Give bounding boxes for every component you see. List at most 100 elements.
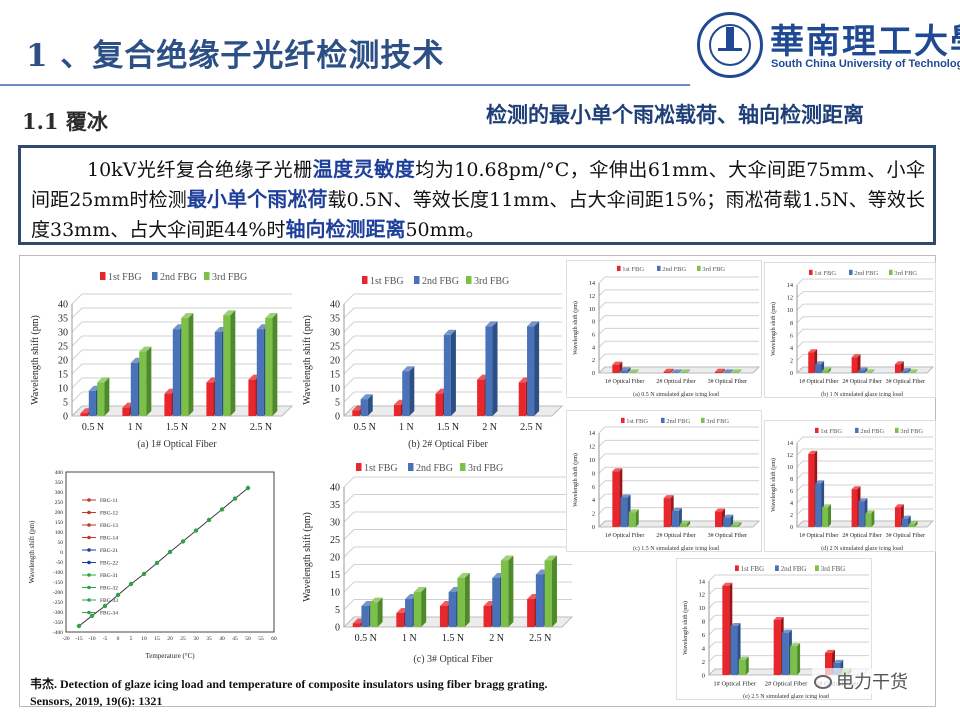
- gridline-side: [598, 440, 606, 447]
- chart-caption: (a) 1# Optical Fiber: [137, 439, 217, 450]
- bar-2nd-fbg: [620, 497, 628, 527]
- bar-top: [901, 515, 911, 519]
- bar-1st-fbg: [612, 364, 620, 373]
- y-tick-label: 5: [335, 398, 340, 409]
- legend-swatch: [895, 427, 899, 433]
- x-tick-label: 2# Optical Fiber: [842, 379, 881, 385]
- x-tick-label: 2.5 N: [529, 633, 551, 644]
- bar-3rd-fbg: [370, 602, 378, 627]
- x-tick-label: 3# Optical Fiber: [708, 379, 747, 385]
- gridline-side: [598, 289, 606, 297]
- legend-label: 3rd FBG: [468, 463, 503, 474]
- bar-top: [808, 349, 818, 353]
- y-tick-label: 10: [699, 605, 706, 612]
- bar-side: [627, 367, 631, 373]
- bar-2nd-fbg: [901, 371, 908, 373]
- gridline-side: [796, 328, 804, 336]
- gridline-side: [796, 436, 804, 444]
- scatter-point: [141, 571, 147, 577]
- temperature-chart: -400-350-300-250-200-150-100-50050100150…: [28, 470, 277, 660]
- y-tick-label: 0: [702, 672, 705, 679]
- bar-2nd-fbg: [671, 510, 679, 527]
- x-tick-label: -5: [103, 636, 108, 642]
- y-tick-label: 12: [787, 296, 793, 302]
- legend-swatch: [100, 272, 106, 280]
- bar-top: [908, 521, 918, 524]
- bar-1st-fbg: [477, 379, 485, 416]
- bar-top: [500, 555, 514, 561]
- legend-label: FBG-34: [100, 611, 118, 617]
- legend-swatch: [697, 265, 701, 271]
- gridline-side: [796, 341, 804, 349]
- scatter-point: [219, 507, 225, 512]
- summary-highlight-1: 温度灵敏度: [312, 157, 416, 181]
- x-tick-label: 1# Optical Fiber: [799, 379, 838, 385]
- gridline-side: [598, 493, 606, 501]
- y-axis-label: Wavelength shift (pm): [302, 315, 313, 405]
- x-tick-label: 0: [117, 636, 120, 642]
- chart-1n-load: 0 2 4 6 8 10 12 14 1# Optical Fiber 2# Optical Fi…: [764, 262, 936, 398]
- y-tick-label: 400: [55, 470, 64, 476]
- bar-1st-fbg: [393, 404, 401, 416]
- bar-2nd-fbg: [485, 326, 493, 416]
- y-tick-label: 0: [592, 525, 595, 531]
- y-tick-label: 12: [589, 294, 595, 300]
- y-tick-label: 150: [55, 520, 64, 526]
- y-tick-label: 25: [330, 342, 340, 353]
- bar-top: [715, 368, 725, 372]
- bar-3rd-fbg: [500, 560, 509, 627]
- gridline-side: [708, 574, 716, 582]
- y-tick-label: 2: [790, 359, 793, 365]
- bar-1st-fbg: [894, 364, 901, 373]
- gridline-side: [598, 507, 606, 514]
- gridline-side: [598, 315, 606, 322]
- bar-side: [914, 521, 918, 527]
- y-tick-label: 20: [58, 356, 68, 367]
- bar-top: [663, 495, 674, 499]
- x-tick-label: 0.5 N: [355, 633, 377, 644]
- bar-side: [492, 321, 498, 416]
- bar-1st-fbg: [527, 599, 535, 627]
- bar-2nd-fbg: [448, 592, 457, 627]
- x-tick-label: 3# Optical Fiber: [886, 379, 925, 385]
- gridline-side: [708, 628, 716, 636]
- bar-3rd-fbg: [908, 372, 915, 373]
- gridline-side: [343, 546, 355, 558]
- y-tick-label: -300: [53, 610, 63, 616]
- bar-1st-fbg: [122, 407, 130, 416]
- x-tick-label: -10: [88, 636, 96, 642]
- bar-top: [822, 367, 832, 371]
- bar-1st-fbg: [773, 619, 781, 675]
- y-tick-label: -350: [53, 620, 63, 626]
- y-axis-label: Wavelength shift (pm): [770, 302, 777, 356]
- chart-3-fiber: 0 5 10 15 20 25 30 35 40 0.5 N 1 N 1.5 N 2 N 2.5 N 1st…: [302, 463, 574, 665]
- legend-label: FBG-32: [100, 586, 118, 592]
- bar-side: [508, 555, 514, 627]
- bar-side: [687, 520, 691, 527]
- bar-top: [833, 659, 844, 663]
- bar-2nd-fbg: [535, 574, 544, 627]
- bar-3rd-fbg: [181, 318, 189, 416]
- legend-swatch: [152, 272, 158, 280]
- scatter-point: [128, 581, 134, 587]
- section-right-title: 检测的最小单个雨凇载荷、轴向检测距离: [486, 102, 864, 127]
- bar-side: [687, 369, 691, 373]
- bar-1st-fbg: [80, 413, 88, 416]
- bar-1st-fbg: [715, 371, 722, 373]
- y-tick-label: 20: [330, 356, 340, 367]
- legend-swatch: [356, 463, 362, 471]
- legend-label: 1st FBG: [820, 428, 842, 435]
- gridline-side: [598, 466, 606, 474]
- bar-top: [790, 643, 801, 647]
- bar-3rd-fbg: [822, 507, 829, 527]
- y-tick-label: 6: [790, 489, 793, 495]
- legend-label: 3rd FBG: [212, 272, 247, 283]
- chart-2n-load: 0 2 4 6 8 10 12 14 1# Optical Fiber 2# Optical Fi…: [764, 420, 936, 552]
- gridline-side: [343, 307, 355, 319]
- legend-label: 1st FBG: [364, 463, 398, 474]
- legend-swatch: [701, 417, 705, 423]
- chart-caption: (d) 2 N simulated glaze icing load: [821, 545, 903, 552]
- legend-swatch: [855, 427, 859, 433]
- bar-1st-fbg: [352, 623, 361, 627]
- bar-side: [730, 514, 734, 527]
